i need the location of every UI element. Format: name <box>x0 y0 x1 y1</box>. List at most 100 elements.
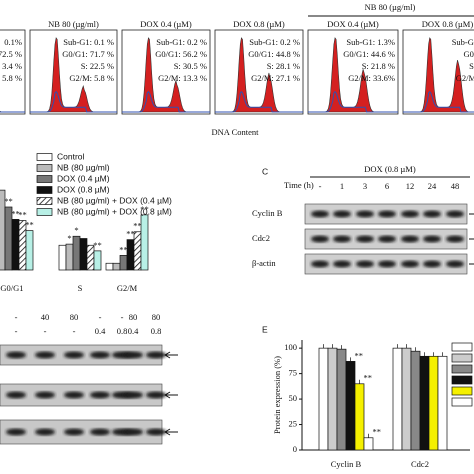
blot-band <box>446 210 464 218</box>
blot-band <box>423 235 441 243</box>
bar <box>410 350 421 451</box>
bar <box>65 243 74 271</box>
flow-stat: 72.5 % <box>0 49 22 59</box>
blot-band <box>90 391 110 399</box>
blot-band <box>401 210 419 218</box>
blot-band <box>64 351 84 359</box>
lane-label: 0.4 <box>95 326 106 336</box>
significance: * <box>74 225 78 235</box>
x-tick-label: Cyclin B <box>331 459 362 469</box>
blot-band <box>378 260 396 268</box>
legend-swatch <box>36 197 53 205</box>
flow-stat: Sub-G1: 5. <box>452 37 474 47</box>
legend-label: DOX (0.4 µM) <box>57 173 110 183</box>
flow-frame <box>121 29 211 115</box>
significance: ** <box>140 204 149 214</box>
y-tick-label: 100 <box>284 342 297 352</box>
flow-stat: G0/G1: 44.8 % <box>248 49 300 59</box>
panel-letter: C <box>262 166 268 176</box>
bar <box>354 383 365 451</box>
significance: ** <box>4 196 13 206</box>
panel-title: NB 80 (µg/ml) <box>48 19 99 29</box>
blot-band <box>333 235 351 243</box>
x-tick-label: G0/G1 <box>0 283 23 293</box>
legend-swatch <box>451 342 473 352</box>
legend-label: NB (80 µg/ml) <box>57 162 110 172</box>
lane-label: - <box>15 326 18 336</box>
bar <box>133 231 142 271</box>
y-tick-label: 75 <box>289 368 298 378</box>
treatment-label: DOX (0.8 µM) <box>364 164 416 174</box>
blot-band <box>35 428 55 436</box>
flow-stat: G2/M: 33.6% <box>348 73 395 83</box>
flow-frame <box>214 29 304 115</box>
blot-band <box>356 260 374 268</box>
flow-s-phase <box>122 90 210 113</box>
flow-stat: 0.1% <box>4 37 22 47</box>
lane-label: 40 <box>41 312 50 322</box>
row-label: Cyclin B <box>252 208 283 218</box>
lane-label: 0.4 <box>128 326 139 336</box>
row-label: β-actin <box>252 258 276 268</box>
flow-stat: G2/M: 13.3 % <box>158 73 207 83</box>
flow-stat: S: 21.8 % <box>362 61 395 71</box>
blot-band <box>35 391 55 399</box>
y-tick-label: 0 <box>293 444 297 454</box>
blot-band <box>6 351 26 359</box>
legend-swatch <box>451 386 473 396</box>
flow-stat: S: 28.1 % <box>267 61 300 71</box>
blot-band <box>311 260 329 268</box>
panel-title: DOX 0.8 (µM) <box>422 19 474 29</box>
bar <box>58 244 67 271</box>
group-label: NB 80 (µg/ml) <box>365 2 416 12</box>
flow-frame <box>0 29 26 115</box>
flow-stat: Sub-G1: 0.1 % <box>63 37 114 47</box>
lane-label: - <box>99 312 102 322</box>
blot-band <box>6 391 26 399</box>
y-tick-label: 25 <box>289 418 298 428</box>
bar <box>79 238 88 271</box>
x-tick-label: Cdc2 <box>411 459 429 469</box>
bar <box>25 230 34 271</box>
flow-frame <box>29 29 118 115</box>
legend-swatch <box>451 353 473 363</box>
blot-band <box>35 351 55 359</box>
lane-label: 80 <box>70 312 79 322</box>
flow-stat: G2/M: 5.8 % <box>69 73 114 83</box>
lane-label: - <box>73 326 76 336</box>
significance: ** <box>11 208 20 218</box>
row-label: Cdc2 <box>252 233 270 243</box>
significance: ** <box>18 209 27 219</box>
flow-stat: Sub-G1: 0.2 % <box>156 37 207 47</box>
flow-stat: G0/G1: <box>464 49 474 59</box>
significance: * <box>67 233 71 243</box>
lane-label: - <box>44 326 47 336</box>
blot-band <box>146 428 166 436</box>
bar <box>392 347 403 451</box>
flow-stat: Sub-G1: 1.3% <box>346 37 395 47</box>
blot-band <box>423 210 441 218</box>
flow-stat: S: 22.5 % <box>81 61 114 71</box>
significance: ** <box>119 244 128 254</box>
blot-band <box>146 351 166 359</box>
flow-stat: S: 17. <box>469 61 474 71</box>
flow-stat: G2/M: 49 <box>456 73 474 83</box>
blot-band <box>378 235 396 243</box>
bar <box>345 361 356 451</box>
blot-band <box>6 428 26 436</box>
lane-label: - <box>15 312 18 322</box>
arrow <box>164 428 178 436</box>
legend-label: NB (80 µg/ml) + DOX (0.4 µM) <box>57 195 172 205</box>
legend-swatch <box>451 364 473 374</box>
flow-stat: G0/G1: 44.6 % <box>343 49 395 59</box>
significance: ** <box>133 221 142 231</box>
blot-band <box>401 260 419 268</box>
blot-band <box>333 260 351 268</box>
bar <box>105 262 114 271</box>
blot-band <box>356 210 374 218</box>
flow-stat: 3.4 % <box>2 61 22 71</box>
y-tick-label: 50 <box>289 393 298 403</box>
flow-frame <box>307 29 399 115</box>
flow-s-phase <box>30 90 117 113</box>
blot-band <box>64 391 84 399</box>
